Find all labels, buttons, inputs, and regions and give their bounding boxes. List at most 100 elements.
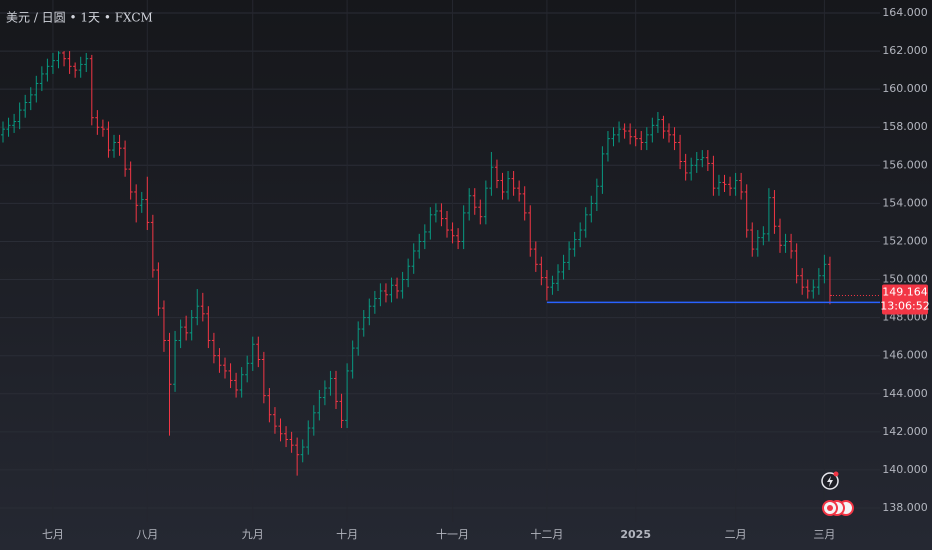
ohlc-bar	[544, 270, 549, 301]
ohlc-bar	[683, 153, 688, 181]
ohlc-bar	[139, 191, 144, 213]
ohlc-bar	[572, 231, 577, 257]
ohlc-bar	[511, 171, 516, 196]
ohlc-bar	[467, 188, 472, 221]
ohlc-bar	[161, 300, 166, 352]
x-tick-label: 八月	[136, 528, 158, 541]
y-tick-label: 156.000	[882, 158, 928, 171]
ohlc-bar	[445, 211, 449, 238]
x-tick-label: 七月	[42, 528, 64, 541]
ohlc-bar	[728, 176, 733, 196]
y-tick-label: 140.000	[882, 463, 928, 476]
x-tick-label: 2025	[620, 528, 651, 541]
ohlc-bar	[622, 123, 627, 139]
ohlc-bar	[350, 340, 355, 379]
ohlc-bar	[628, 123, 633, 145]
ohlc-bar	[422, 224, 427, 250]
ohlc-bar	[17, 102, 22, 130]
ohlc-bar	[250, 336, 255, 371]
ohlc-bar	[328, 370, 333, 396]
ohlc-bar	[550, 275, 555, 295]
ohlc-bar	[522, 186, 527, 221]
flash-glyph	[827, 476, 833, 487]
ohlc-bar	[794, 243, 799, 284]
ohlc-bar	[45, 58, 50, 82]
ohlc-bar	[439, 203, 444, 227]
ohlc-bar	[117, 134, 122, 156]
ohlc-bar	[650, 117, 655, 143]
ohlc-bar	[378, 283, 383, 307]
ohlc-bar	[39, 66, 44, 92]
ohlc-bar	[644, 127, 649, 151]
ohlc-bar	[12, 113, 17, 133]
ohlc-bar	[506, 171, 511, 200]
ohlc-bar	[517, 180, 522, 202]
ohlc-bar	[605, 131, 610, 162]
ohlc-bar	[433, 203, 438, 223]
ohlc-bar	[245, 355, 250, 383]
ohlc-bar	[206, 306, 211, 349]
ohlc-bar	[494, 159, 499, 189]
ohlc-bar	[62, 51, 67, 67]
x-tick-label: 十二月	[530, 527, 563, 541]
ohlc-bar	[89, 54, 94, 126]
ohlc-bar	[389, 277, 394, 303]
grid	[0, 0, 880, 522]
ohlc-bar	[295, 437, 300, 476]
ohlc-bar	[317, 389, 322, 421]
ohlc-bar	[528, 205, 533, 257]
ohlc-bar	[800, 268, 805, 295]
ohlc-bar	[361, 310, 366, 337]
ohlc-bar	[128, 161, 133, 200]
ohlc-bar	[761, 226, 766, 246]
ohlc-bar	[300, 439, 305, 463]
ohlc-bar	[667, 123, 671, 143]
ohlc-bar	[1, 121, 5, 143]
ohlc-bar	[228, 363, 233, 389]
y-tick-label: 138.000	[882, 501, 928, 514]
x-tick-label: 九月	[242, 528, 264, 541]
ohlc-bar	[311, 405, 316, 436]
ohlc-bar	[112, 134, 116, 158]
ohlc-bar	[123, 140, 128, 177]
bars	[1, 51, 832, 476]
ohlc-bar	[345, 363, 350, 429]
y-tick-label: 146.000	[882, 349, 928, 362]
ohlc-bar	[134, 184, 139, 223]
ohlc-bar	[34, 75, 39, 103]
ohlc-bar	[217, 348, 222, 373]
ohlc-bar	[28, 87, 33, 111]
ohlc-bar	[339, 393, 344, 429]
ohlc-bar	[500, 172, 505, 200]
ohlc-bar	[822, 254, 827, 284]
ohlc-bar	[472, 188, 477, 215]
ohlc-bar	[223, 357, 227, 379]
ohlc-bar	[84, 52, 89, 73]
ohlc-bar	[783, 233, 788, 253]
ohlc-bar	[461, 205, 466, 250]
ohlc-bar	[411, 243, 416, 274]
ohlc-bar	[483, 180, 488, 225]
ohlc-bar	[145, 176, 150, 231]
ohlc-bar	[661, 115, 666, 139]
ohlc-bar	[755, 230, 760, 257]
ohlc-bar	[50, 52, 55, 74]
ohlc-bar	[556, 264, 560, 291]
ohlc-bar	[578, 222, 583, 248]
ohlc-bar	[561, 254, 566, 280]
ohlc-bar	[694, 151, 699, 173]
ohlc-bar	[711, 155, 716, 196]
ohlc-bar	[533, 241, 538, 272]
ohlc-bar	[395, 277, 400, 299]
ohlc-bar	[417, 233, 422, 259]
ohlc-bar	[306, 420, 311, 455]
y-tick-label: 150.000	[882, 273, 928, 286]
y-tick-label: 164.000	[882, 6, 928, 19]
ohlc-bar	[744, 184, 749, 238]
ohlc-bar	[67, 51, 72, 74]
ohlc-bar	[150, 214, 155, 278]
ohlc-bar	[478, 199, 483, 225]
ohlc-bar	[611, 127, 616, 147]
